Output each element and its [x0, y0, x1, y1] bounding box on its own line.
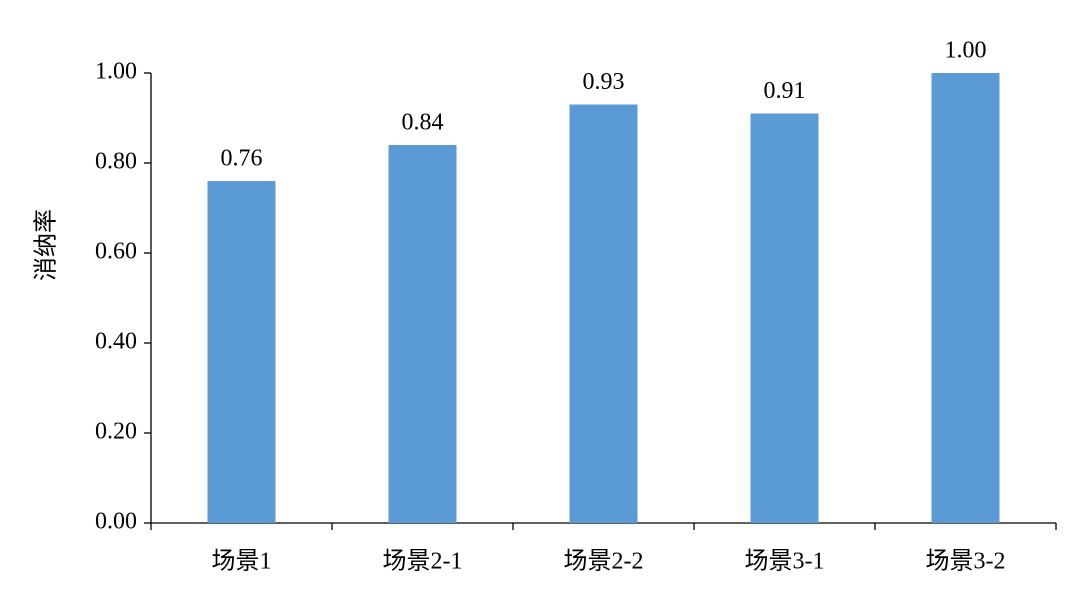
y-tick-label: 1.00: [95, 59, 137, 85]
x-tick-label: 场景3-1: [745, 549, 825, 575]
x-tick-label: 场景1: [212, 549, 272, 575]
y-tick-label: 0.40: [95, 329, 137, 355]
bar: [207, 181, 276, 523]
value-label: 0.91: [764, 78, 806, 104]
bar: [388, 145, 457, 523]
value-label: 0.93: [583, 69, 625, 95]
value-label: 1.00: [945, 38, 987, 64]
value-label: 0.84: [402, 110, 444, 136]
value-label: 0.76: [221, 146, 263, 172]
y-tick-label: 0.60: [95, 239, 137, 265]
y-tick-label: 0.80: [95, 149, 137, 175]
y-tick-label: 0.20: [95, 419, 137, 445]
x-tick-label: 场景2-1: [383, 549, 463, 575]
x-tick-label: 场景2-2: [564, 549, 644, 575]
bar: [750, 113, 819, 523]
y-axis-label: 消纳率: [33, 209, 60, 281]
bar: [569, 104, 638, 523]
y-tick-label: 0.00: [95, 509, 137, 535]
x-tick-label: 场景3-2: [926, 549, 1006, 575]
bar: [931, 73, 1000, 523]
